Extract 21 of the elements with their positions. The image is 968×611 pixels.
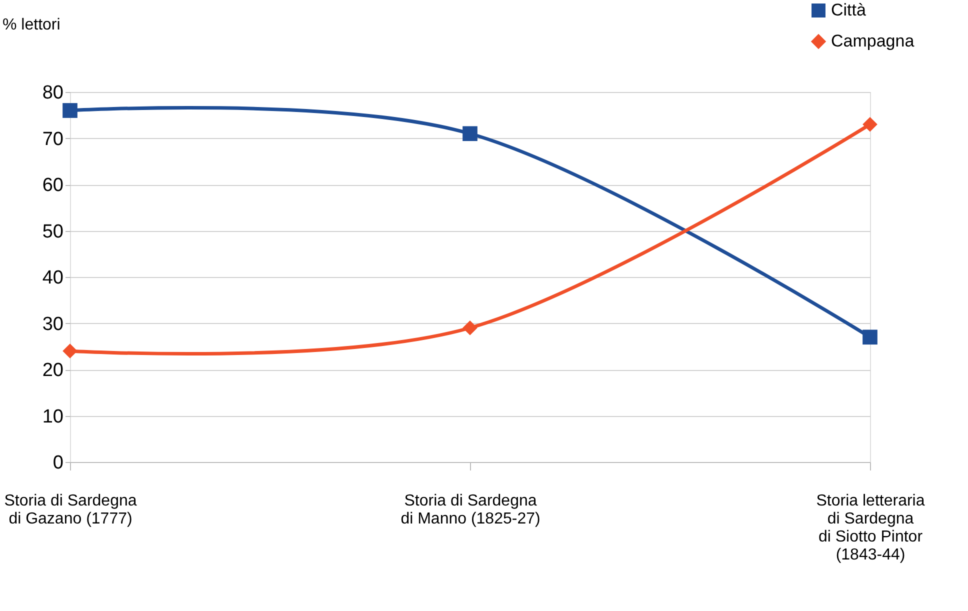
y-tick-label: 70 bbox=[42, 128, 64, 150]
legend-label: Città bbox=[831, 0, 866, 20]
y-tick-label: 40 bbox=[42, 268, 64, 288]
point bbox=[62, 103, 78, 118]
y-tick-label: 20 bbox=[42, 360, 64, 381]
point bbox=[462, 126, 478, 142]
point bbox=[862, 330, 878, 345]
x-tick-label: Storia di Sardegna di Gazano (1777) bbox=[4, 492, 137, 528]
y-tick-label: 10 bbox=[42, 406, 64, 428]
y-tick-label: 30 bbox=[42, 314, 64, 335]
x-tick-label: Storia letteraria di Sardegna di Siotto Pintor (1843-44) bbox=[816, 492, 925, 564]
y-tick-label: 0 bbox=[52, 452, 64, 474]
point bbox=[62, 344, 78, 358]
y-axis-title: % lettori bbox=[2, 16, 60, 34]
y-tick-label: 60 bbox=[42, 175, 64, 196]
x-tick-label: Storia di Sardegna di Manno (1825-27) bbox=[400, 492, 540, 528]
legend-label: Campagna bbox=[831, 32, 915, 50]
point bbox=[862, 116, 878, 132]
point bbox=[462, 320, 478, 336]
y-tick-label: 50 bbox=[42, 221, 64, 242]
y-tick-label: 80 bbox=[42, 82, 64, 104]
